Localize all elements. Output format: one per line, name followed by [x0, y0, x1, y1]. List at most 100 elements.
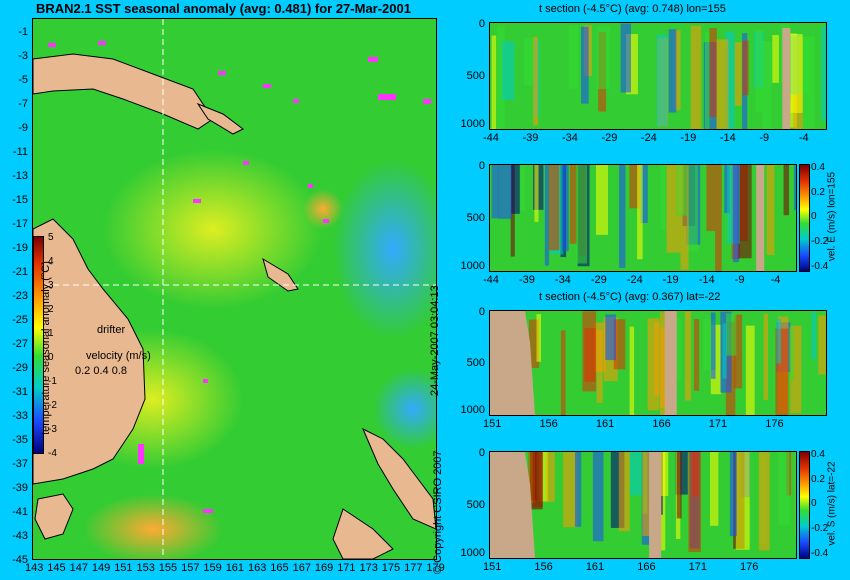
section-anomaly-band	[660, 327, 667, 415]
section-anomaly-band	[596, 329, 603, 404]
colorbar-tick: 4	[48, 256, 54, 267]
section-anomaly-band	[735, 452, 750, 550]
velocity-colorbar-tick: 0	[811, 498, 817, 510]
warm-anomaly-patch	[303, 189, 343, 229]
section-anomaly-band	[790, 325, 802, 414]
velocity-label: velocity (m/s)	[86, 350, 151, 362]
longitude-tick: 149	[91, 562, 111, 574]
section-anomaly-band	[742, 40, 749, 96]
map-title: BRAN2.1 SST seasonal anomaly (avg: 0.481…	[36, 1, 411, 16]
section-anomaly-band	[491, 165, 499, 219]
section-anomaly-band	[629, 326, 635, 415]
latitude-tick: -39	[12, 482, 28, 494]
section-anomaly-band	[581, 26, 589, 104]
velocity-colorbar-tick: 0.2	[811, 186, 825, 198]
velocity-colorbar-tick: -0.2	[811, 522, 829, 534]
latitude-tick: -5	[18, 74, 28, 86]
section-x-tick: 161	[585, 561, 605, 573]
section-anomaly-band	[776, 318, 782, 364]
velocity-colorbar-tick: -0.4	[811, 547, 829, 559]
depth-tick: 1000	[460, 547, 485, 559]
section-anomaly-band	[511, 165, 520, 214]
section-anomaly-band	[762, 40, 772, 129]
section-x-tick: 156	[534, 561, 553, 573]
australia-land	[33, 218, 146, 485]
latitude-tick: -19	[12, 242, 28, 254]
latitude-tick: -37	[12, 458, 28, 470]
new-caledonia	[262, 257, 299, 292]
section-x-tick: 171	[688, 561, 707, 573]
velocity-colorbar-label: vel. E (m/s) lon=155	[826, 171, 838, 262]
section-anomaly-band	[778, 452, 790, 525]
section-anomaly-band	[674, 30, 681, 111]
section-anomaly-band	[562, 165, 569, 252]
cool-anomaly-patch	[333, 159, 436, 339]
section-anomaly-band	[715, 165, 722, 271]
velocity-colorbar-tick: 0.4	[811, 449, 825, 460]
section-anomaly-band	[584, 327, 596, 382]
section-anomaly-band	[660, 452, 669, 497]
section-anomaly-band	[640, 165, 648, 224]
section-anomaly-band	[729, 452, 737, 537]
section-x-tick: 171	[708, 418, 728, 430]
section-x-tick: -14	[719, 132, 736, 144]
longitude-tick: 147	[69, 562, 88, 574]
latitude-tick: -15	[12, 194, 28, 206]
depth-tick: 1000	[460, 404, 485, 416]
section-land-mask	[649, 452, 662, 558]
longitude-tick: 173	[359, 562, 378, 574]
depth-tick: 500	[466, 356, 485, 369]
section-x-tick: -24	[640, 132, 657, 144]
section-x-tick: 176	[765, 418, 784, 430]
longitude-tick: 167	[292, 562, 311, 574]
section-anomaly-band	[710, 324, 722, 395]
section-anomaly-band	[794, 165, 796, 211]
section-anomaly-band	[772, 35, 779, 83]
section-anomaly-band	[546, 452, 555, 502]
new-zealand-south	[332, 508, 394, 559]
section-anomaly-band	[596, 26, 611, 90]
section-x-tick: 156	[539, 418, 558, 430]
latitude-tick: -23	[12, 290, 28, 302]
solomon-islands	[196, 102, 244, 135]
longitude-tick: 159	[203, 562, 222, 574]
section-anomaly-band	[647, 318, 660, 411]
section-anomaly-band	[795, 452, 796, 537]
section-x-tick: -34	[561, 132, 578, 144]
longitude-tick: 163	[248, 562, 267, 574]
latitude-tick: -21	[12, 266, 28, 278]
depth-tick: 1000	[460, 118, 485, 130]
section-x-tick: -4	[770, 274, 781, 286]
latitude-tick: -27	[12, 338, 28, 350]
section-panel	[489, 310, 827, 416]
section-anomaly-band	[688, 452, 701, 553]
longitude-tick: 161	[225, 562, 245, 574]
warm-anomaly-patch	[83, 494, 223, 559]
section-x-tick: -44	[483, 274, 499, 286]
section-anomaly-band	[668, 29, 677, 113]
longitude-tick: 151	[114, 562, 133, 574]
section-anomaly-band	[560, 330, 566, 415]
latitude-tick: -35	[12, 434, 28, 446]
colorbar-tick: -3	[48, 424, 57, 435]
section-anomaly-band	[690, 25, 702, 129]
section-anomaly-band	[724, 165, 730, 214]
section-panel	[489, 22, 827, 130]
section-anomaly-band	[710, 452, 719, 526]
section-x-tick: 151	[483, 561, 502, 573]
latitude-tick: -13	[12, 170, 28, 182]
section-anomaly-band	[620, 23, 631, 93]
section-anomaly-band	[716, 39, 729, 129]
section-anomaly-band	[763, 313, 769, 400]
section-anomaly-band	[569, 165, 577, 244]
section-heatmap	[490, 311, 826, 415]
section-anomaly-band	[680, 165, 689, 270]
section-land-mask	[664, 311, 677, 415]
longitude-tick: 177	[404, 562, 423, 574]
section-anomaly-band	[563, 452, 577, 528]
section-x-tick: 166	[637, 561, 656, 573]
section-anomaly-band	[536, 313, 542, 362]
colorbar-tick: -4	[48, 448, 57, 459]
section-x-tick: -19	[662, 274, 679, 286]
section-panel	[489, 451, 797, 559]
